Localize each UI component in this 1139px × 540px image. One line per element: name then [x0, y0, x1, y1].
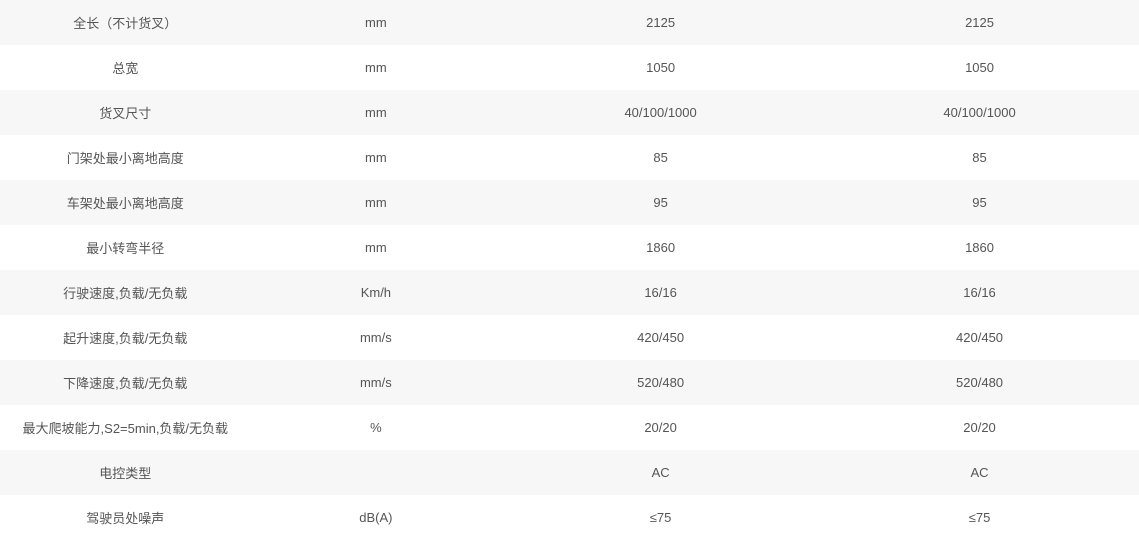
cell-unit: mm — [251, 45, 502, 90]
cell-val1: 520/480 — [501, 360, 820, 405]
cell-label: 全长（不计货叉） — [0, 0, 251, 45]
table-row: 下降速度,负载/无负载 mm/s 520/480 520/480 — [0, 360, 1139, 405]
cell-val1: 20/20 — [501, 405, 820, 450]
cell-val1: 40/100/1000 — [501, 90, 820, 135]
cell-unit — [251, 450, 502, 495]
cell-val1: ≤75 — [501, 495, 820, 540]
cell-unit: Km/h — [251, 270, 502, 315]
cell-val1: AC — [501, 450, 820, 495]
table-row: 电控类型 AC AC — [0, 450, 1139, 495]
cell-unit: dB(A) — [251, 495, 502, 540]
table-row: 全长（不计货叉） mm 2125 2125 — [0, 0, 1139, 45]
cell-label: 最小转弯半径 — [0, 225, 251, 270]
cell-label: 最大爬坡能力,S2=5min,负载/无负载 — [0, 405, 251, 450]
table-row: 驾驶员处噪声 dB(A) ≤75 ≤75 — [0, 495, 1139, 540]
cell-val2: 95 — [820, 180, 1139, 225]
spec-table-body: 全长（不计货叉） mm 2125 2125 总宽 mm 1050 1050 货叉… — [0, 0, 1139, 540]
cell-label: 电控类型 — [0, 450, 251, 495]
cell-label: 驾驶员处噪声 — [0, 495, 251, 540]
table-row: 货叉尺寸 mm 40/100/1000 40/100/1000 — [0, 90, 1139, 135]
cell-val1: 420/450 — [501, 315, 820, 360]
cell-label: 起升速度,负载/无负载 — [0, 315, 251, 360]
table-row: 最大爬坡能力,S2=5min,负载/无负载 % 20/20 20/20 — [0, 405, 1139, 450]
cell-unit: mm — [251, 90, 502, 135]
cell-val2: 40/100/1000 — [820, 90, 1139, 135]
cell-val2: AC — [820, 450, 1139, 495]
cell-label: 车架处最小离地高度 — [0, 180, 251, 225]
cell-val1: 1050 — [501, 45, 820, 90]
cell-label: 总宽 — [0, 45, 251, 90]
cell-unit: mm/s — [251, 315, 502, 360]
cell-unit: mm — [251, 180, 502, 225]
cell-label: 门架处最小离地高度 — [0, 135, 251, 180]
table-row: 车架处最小离地高度 mm 95 95 — [0, 180, 1139, 225]
cell-val2: 1860 — [820, 225, 1139, 270]
table-row: 总宽 mm 1050 1050 — [0, 45, 1139, 90]
cell-val1: 95 — [501, 180, 820, 225]
cell-val2: 520/480 — [820, 360, 1139, 405]
table-row: 起升速度,负载/无负载 mm/s 420/450 420/450 — [0, 315, 1139, 360]
cell-val1: 85 — [501, 135, 820, 180]
cell-val1: 1860 — [501, 225, 820, 270]
cell-unit: mm/s — [251, 360, 502, 405]
cell-val2: 420/450 — [820, 315, 1139, 360]
table-row: 门架处最小离地高度 mm 85 85 — [0, 135, 1139, 180]
spec-table: 全长（不计货叉） mm 2125 2125 总宽 mm 1050 1050 货叉… — [0, 0, 1139, 540]
cell-label: 货叉尺寸 — [0, 90, 251, 135]
cell-val2: 2125 — [820, 0, 1139, 45]
cell-unit: mm — [251, 135, 502, 180]
cell-unit: mm — [251, 0, 502, 45]
table-row: 最小转弯半径 mm 1860 1860 — [0, 225, 1139, 270]
cell-val2: 16/16 — [820, 270, 1139, 315]
cell-val2: 20/20 — [820, 405, 1139, 450]
cell-val1: 2125 — [501, 0, 820, 45]
cell-label: 下降速度,负载/无负载 — [0, 360, 251, 405]
cell-label: 行驶速度,负载/无负载 — [0, 270, 251, 315]
cell-val1: 16/16 — [501, 270, 820, 315]
cell-val2: 85 — [820, 135, 1139, 180]
table-row: 行驶速度,负载/无负载 Km/h 16/16 16/16 — [0, 270, 1139, 315]
cell-unit: % — [251, 405, 502, 450]
cell-unit: mm — [251, 225, 502, 270]
cell-val2: ≤75 — [820, 495, 1139, 540]
cell-val2: 1050 — [820, 45, 1139, 90]
